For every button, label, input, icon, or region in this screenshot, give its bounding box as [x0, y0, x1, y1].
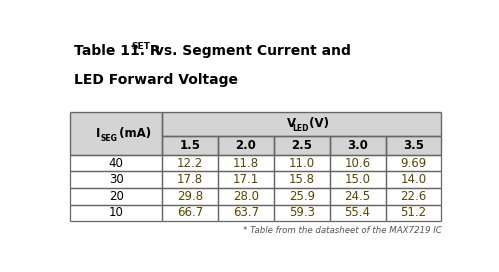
- Text: 10.6: 10.6: [345, 156, 371, 169]
- Bar: [70, 171, 162, 188]
- Bar: [274, 188, 330, 205]
- Text: SEG: SEG: [100, 134, 117, 143]
- Bar: [330, 155, 386, 171]
- Bar: [274, 171, 330, 188]
- Text: 29.8: 29.8: [177, 190, 203, 203]
- Text: SET: SET: [131, 42, 150, 51]
- Text: 66.7: 66.7: [177, 206, 203, 219]
- Bar: [218, 171, 274, 188]
- Bar: [162, 155, 218, 171]
- Text: 40: 40: [109, 156, 124, 169]
- Text: 20: 20: [109, 190, 124, 203]
- Text: 10: 10: [109, 206, 124, 219]
- Text: (mA): (mA): [115, 127, 151, 140]
- Bar: [70, 112, 162, 155]
- Text: 2.5: 2.5: [291, 139, 312, 152]
- Bar: [274, 155, 330, 171]
- Bar: [218, 188, 274, 205]
- Text: * Table from the datasheet of the MAX7219 IC: * Table from the datasheet of the MAX721…: [243, 226, 441, 235]
- Text: (V): (V): [305, 118, 329, 131]
- Text: 63.7: 63.7: [233, 206, 259, 219]
- Text: 9.69: 9.69: [400, 156, 427, 169]
- Bar: [70, 155, 162, 171]
- Bar: [218, 205, 274, 221]
- Text: 51.2: 51.2: [400, 206, 427, 219]
- Bar: [162, 205, 218, 221]
- Text: 22.6: 22.6: [400, 190, 427, 203]
- Text: 12.2: 12.2: [177, 156, 203, 169]
- Bar: [274, 205, 330, 221]
- Bar: [218, 136, 274, 155]
- Text: 3.5: 3.5: [403, 139, 424, 152]
- Text: vs. Segment Current and: vs. Segment Current and: [150, 44, 351, 58]
- Text: LED Forward Voltage: LED Forward Voltage: [74, 73, 238, 87]
- Text: 28.0: 28.0: [233, 190, 259, 203]
- Text: 55.4: 55.4: [345, 206, 371, 219]
- Text: 2.0: 2.0: [236, 139, 256, 152]
- Text: V: V: [287, 118, 296, 131]
- Bar: [162, 112, 441, 136]
- Bar: [386, 136, 442, 155]
- Bar: [162, 188, 218, 205]
- Bar: [330, 136, 386, 155]
- Bar: [70, 205, 162, 221]
- Bar: [162, 136, 218, 155]
- Bar: [330, 205, 386, 221]
- Text: 15.0: 15.0: [345, 173, 371, 186]
- Bar: [162, 171, 218, 188]
- Text: I: I: [96, 127, 100, 140]
- Text: LED: LED: [292, 124, 308, 133]
- Text: 1.5: 1.5: [180, 139, 201, 152]
- Bar: [386, 188, 442, 205]
- Bar: [330, 171, 386, 188]
- Text: 17.1: 17.1: [233, 173, 259, 186]
- Bar: [70, 188, 162, 205]
- Text: 11.0: 11.0: [289, 156, 315, 169]
- Text: 17.8: 17.8: [177, 173, 203, 186]
- Text: 15.8: 15.8: [289, 173, 315, 186]
- Text: 14.0: 14.0: [400, 173, 427, 186]
- Bar: [274, 136, 330, 155]
- Bar: [386, 205, 442, 221]
- Text: 11.8: 11.8: [233, 156, 259, 169]
- Text: 3.0: 3.0: [347, 139, 368, 152]
- Text: 30: 30: [109, 173, 124, 186]
- Bar: [330, 188, 386, 205]
- Text: 59.3: 59.3: [289, 206, 315, 219]
- Text: 24.5: 24.5: [345, 190, 371, 203]
- Text: 25.9: 25.9: [289, 190, 315, 203]
- Bar: [218, 155, 274, 171]
- Text: Table 11. R: Table 11. R: [74, 44, 161, 58]
- Bar: [386, 155, 442, 171]
- Bar: [386, 171, 442, 188]
